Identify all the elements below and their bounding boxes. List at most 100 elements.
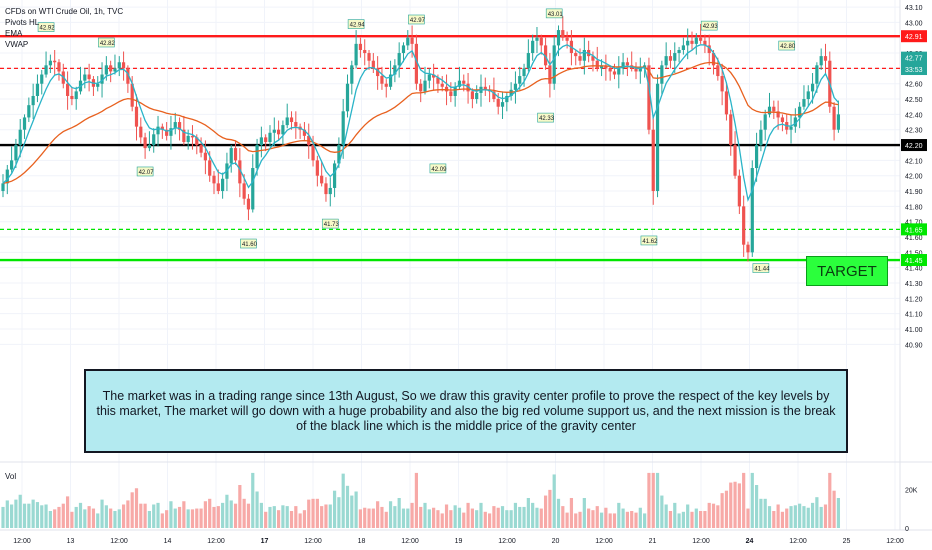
candle-body <box>836 114 841 130</box>
volume-bar <box>251 472 255 528</box>
pivot-label: 42.93 <box>703 24 719 30</box>
volume-bar <box>78 502 83 528</box>
time-tick: 12:00 <box>304 538 322 545</box>
volume-bar <box>737 483 741 528</box>
volume-bar <box>457 507 462 528</box>
volume-bar <box>574 513 578 528</box>
candle-body <box>548 65 552 84</box>
candle-body <box>815 65 819 84</box>
price-tick: 41.90 <box>905 189 923 196</box>
ema-line <box>2 61 839 185</box>
volume-bar <box>582 497 586 528</box>
candle-body <box>432 74 436 78</box>
candle-body <box>694 37 698 44</box>
pivot-badge <box>700 20 718 31</box>
candle-body <box>74 91 78 100</box>
candle-body <box>677 49 681 54</box>
volume-bar <box>470 508 474 528</box>
volume-bar <box>763 498 767 528</box>
candle-body <box>367 53 371 61</box>
volume-bar <box>673 502 677 528</box>
candle-body <box>96 83 100 87</box>
indicator-ema[interactable]: EMA <box>5 29 23 38</box>
candle-body <box>427 74 431 81</box>
candle-body <box>10 160 14 170</box>
candle-body <box>681 45 685 50</box>
candle-body <box>453 86 457 96</box>
volume-bar <box>638 507 642 528</box>
volume-bar <box>195 508 199 528</box>
volume-bar <box>134 488 139 528</box>
price-tick: 42.40 <box>905 112 923 119</box>
candle-body <box>350 65 354 84</box>
volume-bar <box>70 511 74 528</box>
time-tick: 21 <box>649 538 657 545</box>
price-tick: 41.40 <box>905 266 923 273</box>
candle-body <box>466 83 470 92</box>
candle-body <box>647 65 651 130</box>
time-axis[interactable]: 12:00 13 12:00 14 12:00 17 12:00 18 12:00 19 12:00… <box>0 529 932 545</box>
candle-body <box>259 137 263 146</box>
volume-bar <box>22 503 27 528</box>
candle-body <box>660 65 664 84</box>
volume-bar <box>578 511 582 528</box>
pivot-badge <box>778 40 796 51</box>
volume-bar <box>780 511 785 528</box>
volume-bar <box>754 485 759 528</box>
volume-bar <box>350 495 354 528</box>
pivot-badge <box>98 37 115 48</box>
candle-body <box>832 106 836 130</box>
indicator-pivots[interactable]: Pivots HL <box>5 18 40 27</box>
volume-bar <box>677 513 681 528</box>
candle-body <box>130 83 134 107</box>
candle-body <box>371 60 375 69</box>
candle-body <box>475 92 479 100</box>
volume-bar <box>104 505 108 528</box>
symbol-title[interactable]: CFDs on WTI Crude Oil, 1h, TVC <box>5 7 124 16</box>
vwap-line <box>2 44 839 203</box>
candle-body <box>457 80 462 87</box>
candle-body <box>492 91 496 100</box>
candle-body <box>18 129 22 146</box>
candle-body <box>711 53 716 66</box>
candle-body <box>789 126 793 130</box>
volume-bar <box>165 510 169 528</box>
candle-body <box>608 68 612 72</box>
candle-body <box>388 74 393 87</box>
volume-bar <box>444 504 449 528</box>
volume-bar <box>221 502 225 528</box>
pivot-labels: 42.92 42.82 42.07 41.60 41.73 42.94 42.97 42.09… <box>37 8 796 273</box>
pivot-badge <box>408 14 425 25</box>
volume-bar <box>462 512 466 528</box>
time-tick: 18 <box>358 538 366 545</box>
candle-body <box>216 183 220 192</box>
candle-body <box>513 83 518 90</box>
volume-bar <box>182 501 186 528</box>
volume-bar <box>832 490 836 528</box>
indicator-vwap[interactable]: VWAP <box>5 40 29 49</box>
volume-bar <box>156 502 160 528</box>
price-axis[interactable]: 40.90 41.00 41.10 41.20 41.30 41.40 41.50 41.60… <box>901 5 927 349</box>
volume-bar <box>539 508 543 528</box>
volume-bar <box>384 511 388 528</box>
volume-bar <box>556 498 561 528</box>
volume-bar <box>660 495 664 528</box>
time-tick: 25 <box>843 538 851 545</box>
volume-bar <box>307 499 311 528</box>
candle-body <box>358 43 363 50</box>
candle-body <box>686 40 690 46</box>
volume-bar <box>767 506 772 528</box>
candle-body <box>302 129 307 136</box>
pivot-label: 42.07 <box>139 170 155 176</box>
candle-body <box>173 122 177 129</box>
volume-bar <box>190 509 195 528</box>
volume-bar <box>828 472 832 528</box>
volume-bar <box>177 506 182 528</box>
volume-bar <box>436 510 440 528</box>
volume-bar <box>681 511 685 528</box>
pivot-badge <box>537 112 554 123</box>
candle-body <box>591 56 595 61</box>
candle-body <box>578 56 582 61</box>
pivot-badge <box>752 263 770 273</box>
